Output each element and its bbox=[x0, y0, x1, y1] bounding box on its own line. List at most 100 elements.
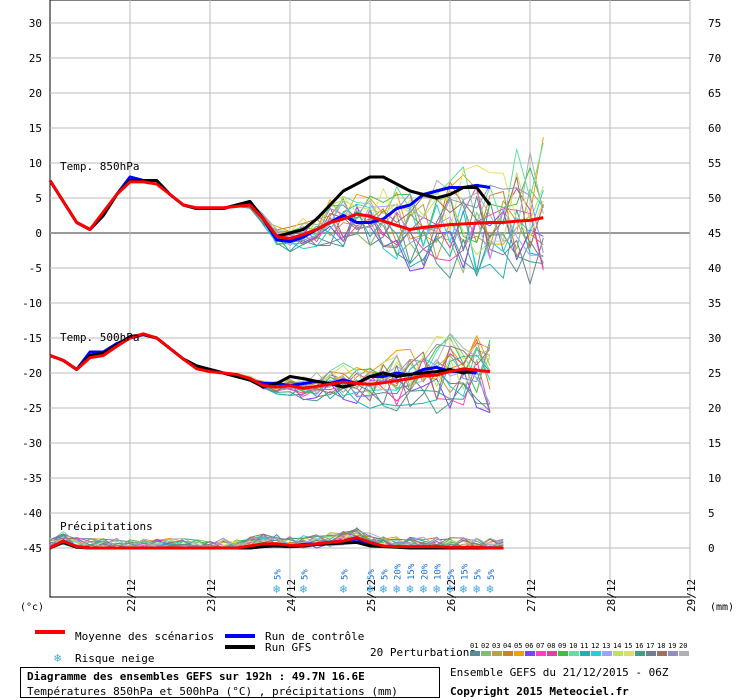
snow-risk-label-wrap: 5% bbox=[274, 569, 284, 580]
perturbation-number: 08 bbox=[547, 642, 555, 650]
left-tick-label: -25 bbox=[22, 402, 42, 415]
left-tick-label: 20 bbox=[29, 87, 42, 100]
legend-gfs-swatch bbox=[225, 645, 255, 649]
copyright: Copyright 2015 Meteociel.fr bbox=[450, 685, 629, 698]
x-tick: 29/12 bbox=[685, 579, 698, 612]
snowflake-icon: ❄ bbox=[393, 582, 400, 596]
section-label-t850: Temp. 850hPa bbox=[60, 160, 139, 173]
right-tick-label: 40 bbox=[708, 262, 721, 275]
left-tick-label: -20 bbox=[22, 367, 42, 380]
perturbation-number: 04 bbox=[503, 642, 511, 650]
snow-risk-label-wrap: 20% bbox=[420, 563, 430, 580]
snow-risk-label: 5% bbox=[300, 569, 310, 580]
x-tick-label: 22/12 bbox=[125, 579, 138, 612]
x-axis: 22/12 23/12 24/12 25/12 26/12 27/12 28/12 29/12 bbox=[125, 579, 698, 612]
x-tick-label: 26/12 bbox=[445, 579, 458, 612]
snow-risk-label: 5% bbox=[274, 569, 284, 580]
perturbation-swatch bbox=[536, 651, 546, 656]
run-info: Ensemble GEFS du 21/12/2015 - 06Z bbox=[450, 666, 669, 679]
right-tick-label: 25 bbox=[708, 367, 721, 380]
perturbation-swatch bbox=[569, 651, 579, 656]
perturbation-number: 01 bbox=[470, 642, 478, 650]
snow-risk-label-wrap: 15% bbox=[460, 563, 470, 580]
right-tick-label: 10 bbox=[708, 472, 721, 485]
right-tick-label: 15 bbox=[708, 437, 721, 450]
left-tick-label: -45 bbox=[22, 542, 42, 555]
snow-risk-label: 5% bbox=[447, 569, 457, 580]
perturbation-swatch bbox=[503, 651, 513, 656]
series-line-t500 bbox=[49, 332, 491, 390]
left-axis: 30 25 20 15 10 5 0 -5 -10 -15 -20 -25 -30 -35 -40 -45 bbox=[22, 17, 42, 555]
perturbation-swatch bbox=[668, 651, 678, 656]
snow-risk-label-wrap: 20% bbox=[394, 563, 404, 580]
perturbation-swatch bbox=[679, 651, 689, 656]
left-tick-label: -30 bbox=[22, 437, 42, 450]
perturbation-number: 06 bbox=[525, 642, 533, 650]
perturbation-number: 02 bbox=[481, 642, 489, 650]
right-tick-label: 0 bbox=[708, 542, 715, 555]
legend-gfs-label: Run GFS bbox=[265, 641, 311, 654]
snowflake-icon: ❄ bbox=[420, 582, 427, 596]
x-tick-label: 25/12 bbox=[365, 579, 378, 612]
legend-snow-label: Risque neige bbox=[75, 652, 154, 665]
snow-risk-label: 15% bbox=[407, 563, 417, 580]
snowflake-icon: ❄ bbox=[340, 582, 347, 596]
snow-risk-label-wrap: 5% bbox=[380, 569, 390, 580]
perturbation-swatch bbox=[558, 651, 568, 656]
perturbation-number: 10 bbox=[569, 642, 577, 650]
right-tick-label: 60 bbox=[708, 122, 721, 135]
x-tick-label: 23/12 bbox=[205, 579, 218, 612]
left-tick-label: 10 bbox=[29, 157, 42, 170]
snow-risk-label: 10% bbox=[434, 563, 444, 580]
left-tick-label: 5 bbox=[35, 192, 42, 205]
right-tick-label: 30 bbox=[708, 332, 721, 345]
section-label-t500: Temp. 500hPa bbox=[60, 331, 139, 344]
snowflake-icon: ❄ bbox=[273, 582, 280, 596]
perturbation-swatch bbox=[547, 651, 557, 656]
x-tick-label: 28/12 bbox=[605, 579, 618, 612]
section-label-precip: Précipitations bbox=[60, 520, 153, 533]
perturbation-swatch bbox=[635, 651, 645, 656]
perturbation-swatch bbox=[580, 651, 590, 656]
right-tick-label: 35 bbox=[708, 297, 721, 310]
x-tick-label: 24/12 bbox=[285, 579, 298, 612]
perturbation-swatch bbox=[525, 651, 535, 656]
snow-risk-label-wrap: 5% bbox=[340, 569, 350, 580]
snow-risk-label-wrap: 15% bbox=[407, 563, 417, 580]
left-tick-label: 0 bbox=[35, 227, 42, 240]
main-series-lines bbox=[48, 175, 544, 550]
left-tick-label: 25 bbox=[29, 52, 42, 65]
x-tick: 23/12 bbox=[205, 579, 218, 612]
perturbation-swatch bbox=[470, 651, 480, 656]
perturbation-number: 18 bbox=[657, 642, 665, 650]
right-tick-label: 75 bbox=[708, 17, 721, 30]
right-tick-label: 65 bbox=[708, 87, 721, 100]
right-tick-label: 20 bbox=[708, 402, 721, 415]
right-tick-label: 70 bbox=[708, 52, 721, 65]
perturbation-number: 17 bbox=[646, 642, 654, 650]
perturbation-swatch bbox=[613, 651, 623, 656]
snow-risk-label-wrap: 5% bbox=[447, 569, 457, 580]
left-tick-label: -5 bbox=[29, 262, 42, 275]
info-title: Diagramme des ensembles GEFS sur 192h : … bbox=[27, 670, 365, 683]
snow-risk-label-wrap: 5% bbox=[300, 569, 310, 580]
snow-risk-markers: 5%❄5%❄5%❄5%❄5%❄20%❄15%❄20%❄10%❄5%❄15%❄5%… bbox=[273, 563, 497, 596]
snowflake-icon: ❄ bbox=[446, 582, 453, 596]
x-tick-label: 27/12 bbox=[525, 579, 538, 612]
x-tick: 24/12 bbox=[285, 579, 298, 612]
snow-risk-label-wrap: 10% bbox=[434, 563, 444, 580]
perturbation-swatch bbox=[624, 651, 634, 656]
legend-control-label: Run de contrôle bbox=[265, 630, 364, 643]
snowflake-icon: ❄ bbox=[300, 582, 307, 596]
series-line-precip bbox=[49, 536, 504, 550]
snow-risk-label: 20% bbox=[394, 563, 404, 580]
left-tick-label: -35 bbox=[22, 472, 42, 485]
x-tick: 27/12 bbox=[525, 579, 538, 612]
legend-mean-swatch bbox=[35, 630, 65, 634]
snow-risk-label: 5% bbox=[487, 569, 497, 580]
x-tick: 22/12 bbox=[125, 579, 138, 612]
perturbation-number: 09 bbox=[558, 642, 566, 650]
x-tick-label: 29/12 bbox=[685, 579, 698, 612]
left-tick-label: -10 bbox=[22, 297, 42, 310]
